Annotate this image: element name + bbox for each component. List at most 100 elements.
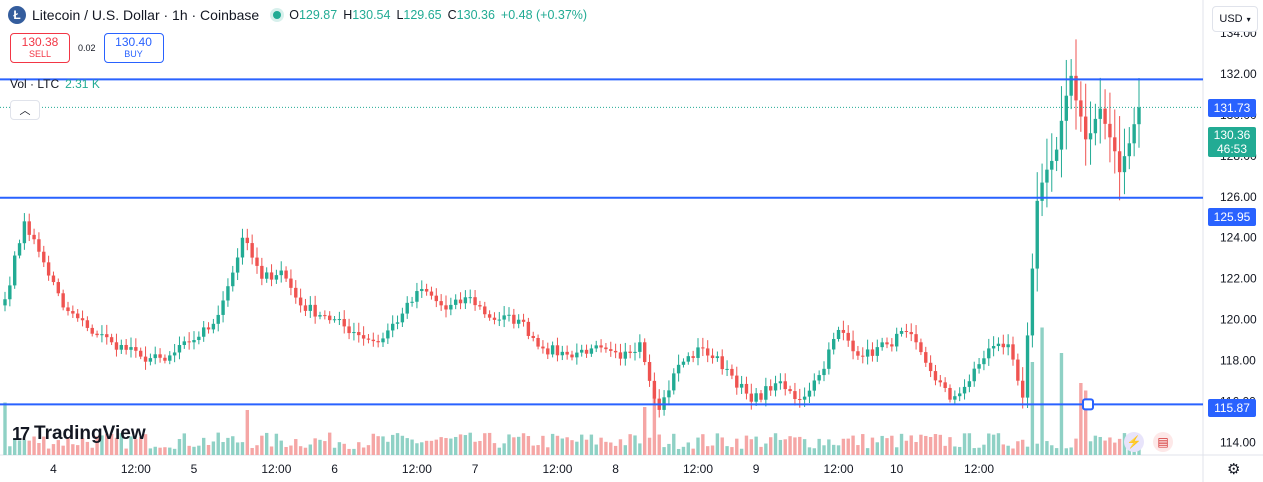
candle-body bbox=[284, 270, 288, 279]
candle-body bbox=[599, 345, 603, 348]
candle-body bbox=[768, 386, 773, 391]
chevron-up-icon: ︿ bbox=[19, 105, 31, 117]
candle-body bbox=[701, 347, 705, 349]
volume-legend[interactable]: Vol · LTC 2.31 K bbox=[10, 77, 100, 91]
candle-body bbox=[962, 386, 967, 394]
time-axis-tick-label: 12:00 bbox=[964, 462, 994, 476]
candle-body bbox=[928, 362, 933, 372]
volume-bar bbox=[279, 440, 283, 455]
volume-bar bbox=[313, 438, 317, 455]
level-tag-115-87[interactable]: 115.87 bbox=[1208, 399, 1256, 417]
volume-bar bbox=[754, 436, 758, 455]
volume-bar bbox=[924, 435, 928, 455]
volume-bar bbox=[759, 446, 763, 455]
lightning-icon[interactable]: ⚡ bbox=[1124, 432, 1144, 452]
volume-bar bbox=[584, 439, 589, 455]
candle-body bbox=[376, 341, 380, 343]
volume-bar bbox=[972, 448, 976, 455]
level-tag-131-73[interactable]: 131.73 bbox=[1208, 99, 1256, 117]
candle-body bbox=[1006, 344, 1010, 348]
volume-bar bbox=[235, 442, 240, 455]
volume-bar bbox=[158, 447, 162, 455]
buy-button[interactable]: 130.40 BUY bbox=[103, 33, 164, 63]
candle-body bbox=[187, 341, 191, 343]
buy-price: 130.40 bbox=[115, 35, 152, 49]
candle-body bbox=[715, 356, 720, 359]
volume-bar bbox=[352, 448, 356, 455]
candle-body bbox=[773, 383, 778, 391]
volume-bar bbox=[715, 433, 720, 455]
candle-body bbox=[318, 315, 322, 317]
candle-body bbox=[231, 272, 235, 287]
candle-body bbox=[303, 305, 308, 311]
volume-bar bbox=[570, 440, 574, 455]
candle-body bbox=[875, 347, 880, 356]
candle-body bbox=[647, 362, 652, 381]
candle-body bbox=[793, 391, 797, 400]
candle-body bbox=[51, 275, 56, 283]
volume-bar bbox=[560, 438, 565, 455]
candle-body bbox=[764, 386, 768, 400]
currency-selector[interactable]: USD ▾ bbox=[1212, 6, 1258, 32]
volume-bar bbox=[410, 439, 414, 455]
candle-body bbox=[914, 334, 918, 343]
volume-bar bbox=[303, 447, 308, 455]
tradingview-logo[interactable]: 17 TradingView bbox=[12, 423, 146, 445]
volume-bar bbox=[962, 433, 967, 455]
candle-body bbox=[1025, 335, 1030, 398]
time-axis-tick-label: 10 bbox=[890, 462, 904, 476]
volume-bar bbox=[652, 387, 657, 455]
volume-bar bbox=[245, 410, 250, 455]
candle-body bbox=[75, 313, 80, 319]
candle-body bbox=[802, 396, 807, 400]
volume-bar bbox=[308, 444, 313, 455]
time-axis-tick-label: 5 bbox=[191, 462, 198, 476]
level-drag-handle bbox=[1082, 398, 1094, 411]
volume-bar bbox=[1117, 438, 1122, 455]
volume-bar bbox=[182, 433, 187, 455]
us-flag-icon[interactable]: ▤ bbox=[1153, 432, 1173, 452]
candle-body bbox=[463, 297, 468, 304]
volume-bar bbox=[27, 440, 31, 455]
volume-bar bbox=[148, 448, 153, 455]
volume-bar bbox=[1113, 442, 1117, 455]
collapse-legend-button[interactable]: ︿ bbox=[10, 100, 40, 120]
volume-bar bbox=[531, 445, 535, 455]
candle-body bbox=[197, 336, 201, 341]
candle-body bbox=[42, 251, 46, 263]
volume-bar bbox=[124, 448, 128, 455]
volume-bar bbox=[1035, 443, 1039, 455]
volume-bar bbox=[386, 441, 390, 455]
volume-bar bbox=[521, 433, 526, 455]
candle-body bbox=[323, 315, 327, 317]
spread-value: 0.02 bbox=[78, 43, 96, 53]
volume-bar bbox=[240, 442, 245, 455]
candle-body bbox=[1122, 156, 1127, 173]
candle-body bbox=[109, 337, 114, 343]
candle-body bbox=[1045, 169, 1049, 183]
volume-bar bbox=[618, 439, 623, 455]
volume-bar bbox=[928, 437, 933, 455]
candle-body bbox=[366, 338, 371, 340]
candle-body bbox=[827, 349, 831, 369]
volume-bar bbox=[788, 436, 792, 455]
volume-bar bbox=[405, 438, 409, 455]
volume-bar bbox=[996, 433, 1001, 455]
volume-bar bbox=[516, 436, 521, 455]
level-tag-125-95[interactable]: 125.95 bbox=[1208, 208, 1256, 226]
volume-bar bbox=[1030, 362, 1035, 455]
candle-body bbox=[1050, 160, 1054, 170]
candle-body bbox=[327, 315, 332, 321]
symbol-title[interactable]: Litecoin / U.S. Dollar · 1h · Coinbase bbox=[32, 7, 260, 23]
buy-label: BUY bbox=[124, 49, 143, 59]
volume-bar bbox=[647, 437, 652, 455]
time-axis-tick-label: 4 bbox=[50, 462, 57, 476]
candle-body bbox=[1117, 151, 1122, 173]
candle-body bbox=[991, 346, 996, 349]
candle-body bbox=[298, 297, 303, 306]
sell-button[interactable]: 130.38 SELL bbox=[10, 33, 70, 63]
settings-gear-icon[interactable]: ⚙ bbox=[1227, 461, 1241, 478]
volume-bar bbox=[1006, 445, 1010, 455]
